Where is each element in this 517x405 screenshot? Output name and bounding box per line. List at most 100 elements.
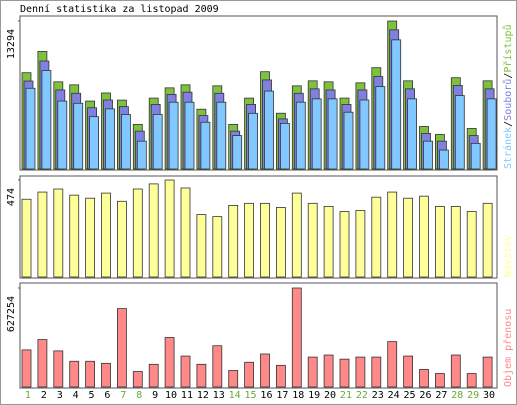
x-tick-label: 8	[136, 390, 142, 401]
y-tick-label: 627254	[6, 296, 17, 332]
bar	[168, 101, 179, 170]
x-tick-label: 3	[57, 390, 63, 401]
x-tick-label: 2	[41, 390, 47, 401]
bar	[291, 287, 302, 388]
bar	[434, 373, 445, 388]
legend-entry: Návštěv	[502, 235, 514, 277]
bar	[101, 362, 111, 388]
bar	[419, 195, 429, 278]
bar	[121, 114, 131, 170]
y-tick-label: 13294	[6, 29, 17, 59]
x-tick-label: 19	[308, 390, 320, 401]
bar	[117, 200, 127, 278]
bar	[291, 192, 302, 278]
bar	[41, 70, 52, 170]
bar	[101, 192, 111, 278]
bar	[228, 370, 239, 388]
bar	[180, 187, 191, 278]
bar	[419, 369, 429, 388]
x-tick-label: 28	[451, 390, 463, 401]
bar	[232, 135, 243, 170]
bar	[387, 341, 398, 388]
bar	[105, 108, 115, 170]
bar	[148, 183, 159, 278]
x-tick-label: 18	[292, 390, 304, 401]
bar	[371, 356, 382, 388]
bar	[21, 349, 32, 388]
bar	[248, 112, 259, 170]
x-tick-label: 21	[340, 390, 352, 401]
bar	[37, 191, 48, 278]
bar	[307, 202, 318, 278]
legend: Objem přenosu	[502, 309, 514, 387]
legend-entry: Objem přenosu	[502, 309, 514, 387]
x-tick-label: 29	[467, 390, 479, 401]
bar	[403, 355, 414, 388]
x-tick-label: 15	[245, 390, 257, 401]
panel-box	[19, 175, 498, 279]
x-tick-label: 5	[89, 390, 95, 401]
bar	[438, 149, 449, 170]
bar	[69, 194, 80, 278]
bar	[244, 361, 255, 388]
bar	[196, 214, 207, 278]
bar	[434, 205, 445, 278]
legend-entry: Souborů	[502, 79, 514, 121]
bar	[117, 308, 127, 388]
bar	[423, 140, 433, 170]
bar	[89, 116, 99, 170]
bar	[355, 356, 366, 388]
bar	[260, 353, 270, 388]
x-tick-label: 16	[260, 390, 272, 401]
bar	[244, 202, 255, 278]
bar	[482, 356, 493, 388]
x-tick-label: 13	[213, 390, 225, 401]
bar	[339, 358, 350, 388]
x-tick-label: 6	[104, 390, 110, 401]
bar	[454, 95, 465, 170]
legend-entry: Přístupů	[502, 24, 514, 72]
bar	[212, 345, 223, 388]
x-tick-label: 22	[356, 390, 368, 401]
x-tick-label: 25	[404, 390, 416, 401]
bar	[339, 211, 350, 278]
bar	[371, 196, 382, 278]
bar	[311, 98, 322, 170]
chart-title: Denní statistika za listopad 2009	[20, 3, 219, 15]
bar	[450, 205, 461, 278]
bar	[196, 363, 207, 388]
bar	[264, 90, 274, 170]
bar	[279, 122, 290, 170]
legend: Návštěv	[502, 235, 514, 277]
bar	[37, 339, 48, 388]
x-tick-label: 1	[25, 390, 31, 401]
y-tick-label: 474	[6, 188, 17, 206]
bar	[387, 191, 398, 278]
bar	[57, 100, 68, 170]
bar	[466, 211, 477, 278]
bar	[85, 197, 95, 278]
bar	[275, 364, 286, 388]
bar	[295, 101, 306, 170]
panel-box	[19, 282, 498, 389]
x-tick-label: 30	[483, 390, 495, 401]
bar	[403, 197, 414, 278]
x-tick-label: 27	[435, 390, 447, 401]
x-tick-label: 23	[372, 390, 384, 401]
x-tick-label: 14	[229, 390, 241, 401]
bar	[148, 363, 159, 388]
bar	[450, 354, 461, 388]
bar	[359, 99, 370, 170]
bar	[152, 114, 163, 170]
bar	[275, 207, 286, 278]
bar	[391, 39, 402, 170]
bar	[260, 202, 270, 278]
bar	[407, 98, 418, 170]
panel-box	[19, 15, 498, 171]
bar	[470, 142, 481, 170]
bar	[69, 360, 80, 388]
bar	[164, 179, 175, 278]
bar	[466, 373, 477, 388]
bar	[323, 205, 334, 278]
